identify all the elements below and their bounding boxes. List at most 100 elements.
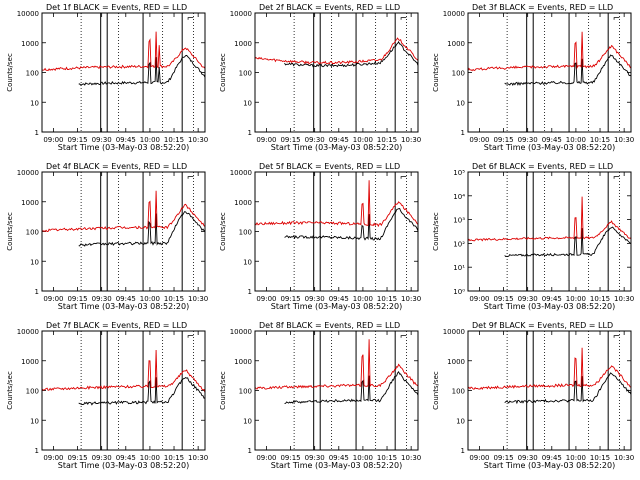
x-tick-label: 10:15 bbox=[590, 136, 610, 144]
y-tick-label: 10⁰ bbox=[453, 288, 465, 296]
x-tick-label: 09:45 bbox=[329, 454, 349, 462]
x-tick-label: 10:30 bbox=[188, 295, 208, 303]
y-tick-label: 100 bbox=[26, 70, 39, 78]
plot-frame bbox=[41, 171, 206, 292]
plot-frame bbox=[41, 330, 206, 451]
x-tick-label: 10:15 bbox=[164, 295, 184, 303]
x-tick-label: 10:30 bbox=[401, 295, 421, 303]
y-tick-label: 10 bbox=[243, 99, 252, 107]
x-tick-label: 10:15 bbox=[164, 454, 184, 462]
x-axis-label: Start Time (03-May-03 08:52:20) bbox=[58, 302, 189, 311]
y-tick-label: 100 bbox=[26, 388, 39, 396]
corner-mark: ⌐ bbox=[187, 173, 195, 183]
x-tick-label: 10:00 bbox=[140, 454, 160, 462]
x-tick-label: 09:45 bbox=[116, 295, 136, 303]
x-tick-label: 09:15 bbox=[493, 136, 513, 144]
x-tick-label: 09:00 bbox=[256, 136, 276, 144]
panel-title: Det 6f BLACK = Events, RED = LLD bbox=[472, 162, 613, 171]
y-axis-label: Counts/sec bbox=[432, 371, 440, 410]
x-axis-label: Start Time (03-May-03 08:52:20) bbox=[484, 461, 615, 470]
panel-title: Det 1f BLACK = Events, RED = LLD bbox=[46, 3, 187, 12]
y-tick-label: 1000 bbox=[447, 40, 465, 48]
y-axis-label: Counts/sec bbox=[6, 212, 14, 251]
x-tick-label: 10:15 bbox=[590, 454, 610, 462]
panel-det-2: Det 2f BLACK = Events, RED = LLD Start Ti… bbox=[219, 3, 421, 152]
x-tick-label: 09:30 bbox=[305, 136, 325, 144]
x-tick-label: 09:30 bbox=[518, 295, 538, 303]
x-tick-label: 09:00 bbox=[469, 136, 489, 144]
x-tick-label: 10:30 bbox=[614, 136, 634, 144]
y-tick-label: 10² bbox=[453, 240, 465, 248]
panel-det-4: Det 4f BLACK = Events, RED = LLD Start Ti… bbox=[6, 162, 208, 311]
panel-title: Det 4f BLACK = Events, RED = LLD bbox=[46, 162, 187, 171]
x-tick-label: 09:45 bbox=[329, 295, 349, 303]
series-lld-line bbox=[254, 180, 419, 228]
series-lld-line bbox=[254, 339, 419, 390]
y-tick-label: 10 bbox=[30, 417, 39, 425]
plot-frame bbox=[467, 12, 632, 133]
plot-frame bbox=[254, 12, 419, 133]
x-axis-label: Start Time (03-May-03 08:52:20) bbox=[484, 143, 615, 152]
x-axis-label: Start Time (03-May-03 08:52:20) bbox=[58, 143, 189, 152]
y-tick-label: 1 bbox=[461, 447, 465, 455]
series-lld-line bbox=[41, 349, 206, 393]
y-tick-label: 100 bbox=[239, 70, 252, 78]
y-tick-label: 10 bbox=[456, 417, 465, 425]
y-tick-label: 100 bbox=[239, 388, 252, 396]
y-tick-label: 1 bbox=[248, 129, 252, 137]
x-tick-label: 10:00 bbox=[140, 295, 160, 303]
series-events-line bbox=[504, 54, 632, 87]
y-tick-label: 1000 bbox=[447, 358, 465, 366]
x-axis-label: Start Time (03-May-03 08:52:20) bbox=[271, 461, 402, 470]
panel-title: Det 7f BLACK = Events, RED = LLD bbox=[46, 321, 187, 330]
panel-title: Det 9f BLACK = Events, RED = LLD bbox=[472, 321, 613, 330]
series-lld-line bbox=[254, 37, 419, 65]
x-tick-label: 09:00 bbox=[469, 454, 489, 462]
y-tick-label: 10000 bbox=[230, 10, 252, 18]
corner-mark: ⌐ bbox=[613, 332, 621, 342]
plot-frame bbox=[254, 171, 419, 292]
x-tick-label: 09:30 bbox=[305, 454, 325, 462]
y-tick-label: 1000 bbox=[21, 199, 39, 207]
panel-det-1: Det 1f BLACK = Events, RED = LLD Start Ti… bbox=[6, 3, 208, 152]
series-lld-line bbox=[467, 347, 632, 390]
panel-title: Det 2f BLACK = Events, RED = LLD bbox=[259, 3, 400, 12]
corner-mark: ⌐ bbox=[187, 332, 195, 342]
y-tick-label: 10000 bbox=[17, 328, 39, 336]
x-tick-label: 09:15 bbox=[67, 454, 87, 462]
plot-frame bbox=[467, 330, 632, 451]
plot-frame bbox=[41, 12, 206, 133]
corner-mark: ⌐ bbox=[400, 173, 408, 183]
x-tick-label: 09:15 bbox=[280, 454, 300, 462]
x-tick-label: 09:15 bbox=[280, 295, 300, 303]
y-tick-label: 10000 bbox=[17, 10, 39, 18]
y-axis-label: Counts/sec bbox=[432, 53, 440, 92]
x-tick-label: 10:30 bbox=[188, 136, 208, 144]
y-tick-label: 1 bbox=[461, 129, 465, 137]
x-tick-label: 09:00 bbox=[43, 454, 63, 462]
y-tick-label: 100 bbox=[26, 229, 39, 237]
x-tick-label: 10:15 bbox=[377, 454, 397, 462]
x-tick-label: 09:30 bbox=[518, 136, 538, 144]
y-tick-label: 10 bbox=[30, 99, 39, 107]
x-tick-label: 09:00 bbox=[469, 295, 489, 303]
x-tick-label: 09:45 bbox=[542, 295, 562, 303]
y-tick-label: 10000 bbox=[230, 328, 252, 336]
y-tick-label: 10 bbox=[30, 258, 39, 266]
x-tick-label: 09:45 bbox=[542, 136, 562, 144]
plot-frame bbox=[467, 171, 632, 292]
y-tick-label: 1 bbox=[248, 288, 252, 296]
x-tick-label: 09:15 bbox=[493, 295, 513, 303]
x-tick-label: 10:00 bbox=[140, 136, 160, 144]
y-axis-label: Counts/sec bbox=[6, 371, 14, 410]
x-tick-label: 10:00 bbox=[566, 295, 586, 303]
series-events-line bbox=[78, 54, 206, 86]
corner-mark: ⌐ bbox=[613, 173, 621, 183]
series-events-line bbox=[504, 226, 632, 257]
series-lld-line bbox=[41, 31, 206, 72]
x-tick-label: 09:15 bbox=[67, 295, 87, 303]
series-events-line bbox=[284, 40, 419, 68]
x-tick-label: 10:00 bbox=[566, 454, 586, 462]
y-tick-label: 10 bbox=[243, 258, 252, 266]
y-tick-label: 10¹ bbox=[453, 264, 465, 272]
